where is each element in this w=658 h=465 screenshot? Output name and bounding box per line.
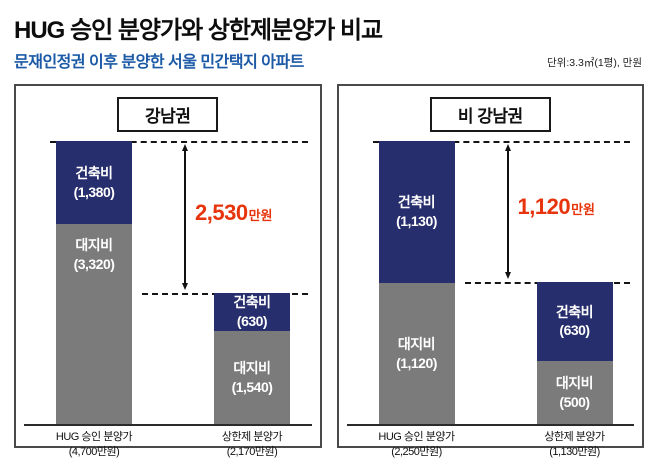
segment-construction-cost: 건축비 (630) <box>536 281 613 362</box>
segment-label: 건축비 <box>233 294 271 311</box>
segment-land-cost: 대지비 (500) <box>536 361 613 424</box>
segment-construction-cost: 건축비 (1,380) <box>56 141 132 225</box>
caption-total: (2,250만원) <box>391 445 442 458</box>
bar-hug-approved: 건축비 (1,130) 대지비 (1,120) <box>378 141 455 424</box>
page-title: HUG 승인 분양가와 상한제분양가 비교 <box>14 17 383 44</box>
caption-name: HUG 승인 분양가 <box>378 431 455 443</box>
segment-value: (630) <box>236 313 268 330</box>
bar-caption-cap: 상한제 분양가 (2,170만원) <box>172 430 332 460</box>
segment-construction-cost: 건축비 (630) <box>214 293 290 332</box>
caption-total: (4,700만원) <box>68 445 120 458</box>
unit-note: 단위:3.3㎡(1평), 만원 <box>547 57 642 69</box>
segment-label: 대지비 <box>75 237 113 254</box>
panel-non-gangnam: 비 강남권 1,120 만원 건축비 (1,130) 대지비 <box>336 84 644 458</box>
bar-price-cap: 건축비 (630) 대지비 (1,540) <box>214 293 290 424</box>
difference-unit: 만원 <box>248 208 273 224</box>
segment-land-cost: 대지비 (1,120) <box>378 283 455 424</box>
difference-label: 1,120 만원 <box>518 194 595 220</box>
bar-captions: HUG 승인 분양가 (4,700만원) 상한제 분양가 (2,170만원) <box>16 426 320 462</box>
difference-label: 2,530 만원 <box>195 200 272 226</box>
axis-baseline <box>346 424 634 426</box>
panel-title: 강남권 <box>145 107 191 126</box>
page-subtitle: 문재인정권 이후 분양한 서울 민간택지 아파트 <box>14 54 304 71</box>
caption-name: 상한제 분양가 <box>221 431 283 443</box>
chart-area: 1,120 만원 건축비 (1,130) 대지비 (1,120) 건축비 <box>339 141 643 426</box>
segment-value: (1,540) <box>231 378 273 395</box>
segment-value: (500) <box>559 393 590 410</box>
panel-title: 비 강남권 <box>457 107 523 126</box>
segment-land-cost: 대지비 (3,320) <box>56 224 132 424</box>
segment-label: 대지비 <box>397 335 436 352</box>
difference-value: 1,120 <box>517 194 571 220</box>
dashed-line-hug-top <box>50 141 308 143</box>
difference-value: 2,530 <box>195 200 248 226</box>
segment-label: 대지비 <box>555 374 594 391</box>
panel-title-box: 강남권 <box>117 97 219 132</box>
bar-caption-hug: HUG 승인 분양가 (4,700만원) <box>14 430 174 460</box>
dashed-line-hug-top <box>372 141 630 143</box>
caption-total: (1,130만원) <box>549 445 600 458</box>
chart-panels: 강남권 2,530 만원 건축비 (1,380) 대지비 (3 <box>0 72 658 458</box>
panel-gangnam: 강남권 2,530 만원 건축비 (1,380) 대지비 (3 <box>14 84 322 458</box>
caption-total: (2,170만원) <box>226 445 278 458</box>
difference-unit: 만원 <box>571 202 595 218</box>
segment-land-cost: 대지비 (1,540) <box>214 331 290 424</box>
segment-label: 건축비 <box>555 303 594 320</box>
difference-arrow <box>182 143 188 291</box>
caption-name: 상한제 분양가 <box>544 431 605 443</box>
chart-area: 2,530 만원 건축비 (1,380) 대지비 (3,320) 건축비 <box>16 141 320 426</box>
difference-arrow <box>504 144 511 279</box>
bar-hug-approved: 건축비 (1,380) 대지비 (3,320) <box>56 141 132 424</box>
segment-value: (630) <box>559 322 590 339</box>
bar-caption-cap: 상한제 분양가 (1,130만원) <box>495 430 655 460</box>
segment-construction-cost: 건축비 (1,130) <box>378 141 455 284</box>
segment-value: (3,320) <box>73 255 115 272</box>
segment-value: (1,380) <box>73 183 115 200</box>
bar-captions: HUG 승인 분양가 (2,250만원) 상한제 분양가 (1,130만원) <box>339 426 643 462</box>
page-header: HUG 승인 분양가와 상한제분양가 비교 문재인정권 이후 분양한 서울 민간… <box>0 0 658 72</box>
bar-caption-hug: HUG 승인 분양가 (2,250만원) <box>337 430 497 460</box>
subtitle-row: 문재인정권 이후 분양한 서울 민간택지 아파트 단위:3.3㎡(1평), 만원 <box>14 48 642 72</box>
caption-name: HUG 승인 분양가 <box>55 431 133 443</box>
segment-label: 건축비 <box>397 194 436 211</box>
segment-value: (1,120) <box>396 354 437 371</box>
segment-label: 건축비 <box>75 164 113 181</box>
segment-label: 대지비 <box>233 359 271 376</box>
segment-value: (1,130) <box>396 213 437 230</box>
panel-title-box: 비 강남권 <box>429 97 551 132</box>
axis-baseline <box>24 424 312 426</box>
bar-price-cap: 건축비 (630) 대지비 (500) <box>536 281 613 424</box>
